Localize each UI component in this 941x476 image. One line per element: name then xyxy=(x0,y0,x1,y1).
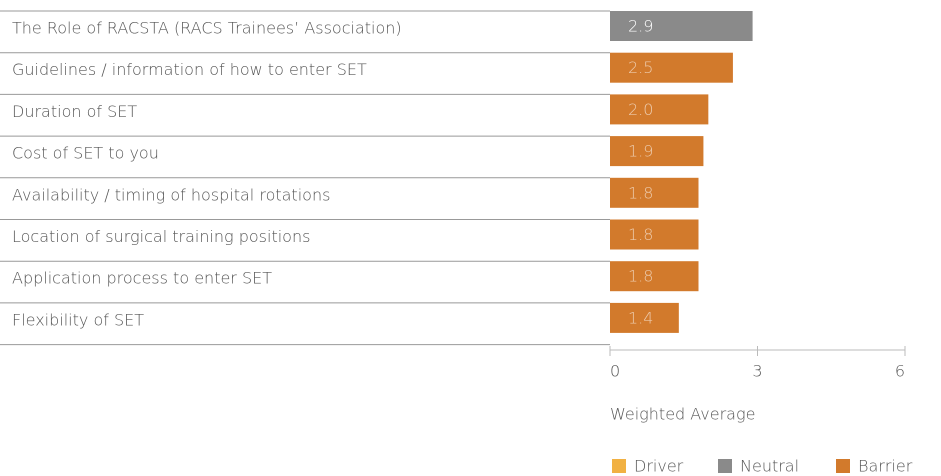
legend-label: Neutral xyxy=(740,457,799,476)
bar xyxy=(610,219,699,250)
category-label: Application process to enter SET xyxy=(12,269,272,288)
category-label: Duration of SET xyxy=(12,102,137,121)
bar xyxy=(610,52,733,83)
x-tick-label: 3 xyxy=(752,362,762,381)
bar xyxy=(610,136,704,167)
value-label: 1.8 xyxy=(628,183,653,202)
bar xyxy=(610,261,699,292)
legend-swatch xyxy=(718,459,732,473)
x-axis-title: Weighted Average xyxy=(610,405,755,424)
category-label: Flexibility of SET xyxy=(12,310,144,329)
bar xyxy=(610,94,709,125)
bar xyxy=(610,302,679,333)
value-label: 1.8 xyxy=(628,225,653,244)
x-tick-label: 0 xyxy=(610,362,620,381)
x-tick-label: 6 xyxy=(895,362,905,381)
value-label: 2.0 xyxy=(628,100,653,119)
category-label: Guidelines / information of how to enter… xyxy=(12,60,367,79)
value-label: 1.8 xyxy=(628,267,653,286)
category-label: Location of surgical training positions xyxy=(12,227,310,246)
category-label: The Role of RACSTA (RACS Trainees’ Assoc… xyxy=(12,19,402,38)
legend-swatch xyxy=(612,459,626,473)
legend-swatch xyxy=(836,459,850,473)
category-label: Cost of SET to you xyxy=(12,144,159,163)
bar xyxy=(610,11,753,41)
legend-label: Barrier xyxy=(858,457,913,476)
category-label: Availability / timing of hospital rotati… xyxy=(12,185,330,204)
value-label: 2.5 xyxy=(628,58,653,77)
value-label: 1.4 xyxy=(628,308,653,327)
value-label: 1.9 xyxy=(628,142,653,161)
bar xyxy=(610,177,699,208)
value-label: 2.9 xyxy=(628,17,653,36)
legend-label: Driver xyxy=(634,457,684,476)
